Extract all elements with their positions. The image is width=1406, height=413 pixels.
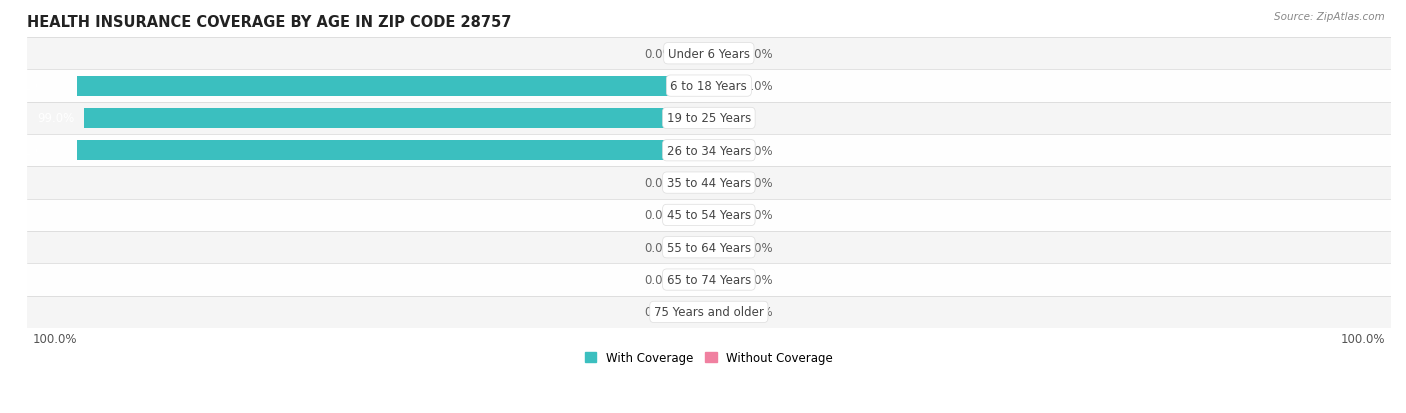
Bar — [83, 109, 709, 128]
Text: 0.0%: 0.0% — [744, 306, 773, 318]
Text: 65 to 74 Years: 65 to 74 Years — [666, 273, 751, 286]
Bar — [709, 237, 737, 258]
Bar — [27, 296, 1391, 328]
Text: 0.0%: 0.0% — [644, 273, 673, 286]
Bar — [709, 205, 737, 225]
Text: 0.0%: 0.0% — [744, 273, 773, 286]
Text: 0.0%: 0.0% — [644, 47, 673, 61]
Bar — [27, 135, 1391, 167]
Text: 0.0%: 0.0% — [644, 177, 673, 190]
Bar — [27, 70, 1391, 102]
Text: 75 Years and older: 75 Years and older — [654, 306, 763, 318]
Bar — [681, 44, 709, 64]
Text: 0.0%: 0.0% — [744, 177, 773, 190]
Legend: With Coverage, Without Coverage: With Coverage, Without Coverage — [579, 347, 838, 369]
Text: 0.0%: 0.0% — [744, 241, 773, 254]
Bar — [681, 270, 709, 290]
Bar — [27, 264, 1391, 296]
Text: 0.0%: 0.0% — [644, 209, 673, 222]
Bar — [681, 205, 709, 225]
Text: 6 to 18 Years: 6 to 18 Years — [671, 80, 747, 93]
Bar — [709, 76, 737, 96]
Text: 19 to 25 Years: 19 to 25 Years — [666, 112, 751, 125]
Text: 26 to 34 Years: 26 to 34 Years — [666, 145, 751, 157]
Text: 0.0%: 0.0% — [744, 145, 773, 157]
Bar — [709, 141, 737, 161]
Bar — [27, 167, 1391, 199]
Bar — [77, 76, 709, 96]
Text: Source: ZipAtlas.com: Source: ZipAtlas.com — [1274, 12, 1385, 22]
Text: 99.0%: 99.0% — [37, 112, 75, 125]
Bar — [27, 102, 1391, 135]
Bar — [27, 232, 1391, 264]
Text: Under 6 Years: Under 6 Years — [668, 47, 749, 61]
Text: 45 to 54 Years: 45 to 54 Years — [666, 209, 751, 222]
Text: 100.0%: 100.0% — [24, 80, 67, 93]
Bar — [77, 141, 709, 161]
Bar — [709, 270, 737, 290]
Text: 35 to 44 Years: 35 to 44 Years — [666, 177, 751, 190]
Text: 100.0%: 100.0% — [24, 145, 67, 157]
Text: 0.0%: 0.0% — [644, 241, 673, 254]
Text: 100.0%: 100.0% — [1340, 332, 1385, 345]
Text: 0.0%: 0.0% — [744, 80, 773, 93]
Bar — [681, 173, 709, 193]
Text: 0.0%: 0.0% — [744, 47, 773, 61]
Bar — [709, 44, 737, 64]
Text: 100.0%: 100.0% — [32, 332, 77, 345]
Bar — [27, 38, 1391, 70]
Text: HEALTH INSURANCE COVERAGE BY AGE IN ZIP CODE 28757: HEALTH INSURANCE COVERAGE BY AGE IN ZIP … — [27, 15, 512, 30]
Bar — [681, 302, 709, 322]
Text: 0.0%: 0.0% — [744, 209, 773, 222]
Bar — [709, 302, 737, 322]
Bar — [709, 173, 737, 193]
Text: 1.0%: 1.0% — [724, 112, 755, 125]
Bar — [681, 237, 709, 258]
Text: 55 to 64 Years: 55 to 64 Years — [666, 241, 751, 254]
Text: 0.0%: 0.0% — [644, 306, 673, 318]
Bar — [709, 109, 716, 128]
Bar — [27, 199, 1391, 232]
